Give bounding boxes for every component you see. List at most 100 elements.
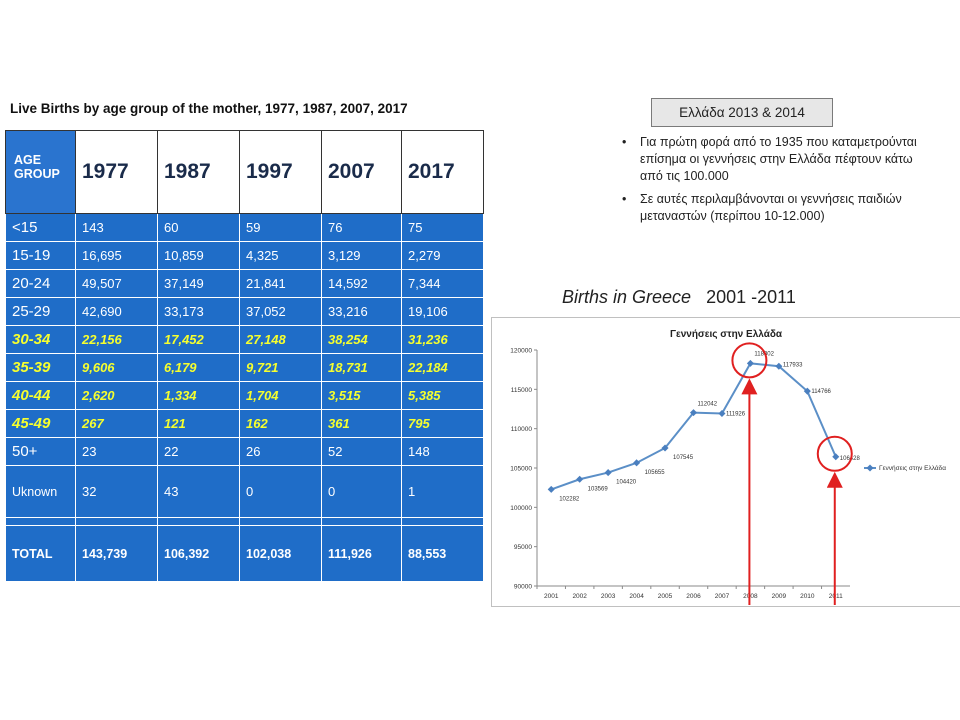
data-point xyxy=(576,475,584,483)
age-group-cell: Uknown xyxy=(5,465,76,518)
age-group-cell: TOTAL xyxy=(5,525,76,582)
greece-year-box: Ελλάδα 2013 & 2014 xyxy=(651,98,833,127)
value-cell: 1,334 xyxy=(157,381,240,410)
age-group-cell: 20-24 xyxy=(5,269,76,298)
y-tick-label: 100000 xyxy=(510,505,532,512)
table-row: Uknown 32 43 0 0 1 xyxy=(5,465,484,518)
value-cell: 33,173 xyxy=(157,297,240,326)
value-cell: 49,507 xyxy=(75,269,158,298)
highlight-circle xyxy=(816,435,853,472)
value-cell: 143,739 xyxy=(75,525,158,582)
x-tick-label: 2006 xyxy=(686,593,701,600)
value-cell: 76 xyxy=(321,213,402,242)
table-total-row: TOTAL 143,739 106,392 102,038 111,926 88,553 xyxy=(5,525,484,582)
value-cell: 75 xyxy=(401,213,484,242)
data-label: 104420 xyxy=(616,480,637,486)
notes-list: • Για πρώτη φορά από το 1935 που καταμετρ… xyxy=(620,134,920,231)
y-tick-label: 95000 xyxy=(514,544,532,551)
table-spacer-row xyxy=(5,517,484,526)
data-label: 111926 xyxy=(726,412,746,418)
data-point xyxy=(661,444,669,452)
x-tick-label: 2007 xyxy=(715,593,730,600)
year-header-1997: 1997 xyxy=(239,130,322,214)
value-cell: 5,385 xyxy=(401,381,484,410)
x-tick-label: 2009 xyxy=(772,593,787,600)
value-cell: 2,620 xyxy=(75,381,158,410)
year-header-2017: 2017 xyxy=(401,130,484,214)
age-group-cell: 15-19 xyxy=(5,241,76,270)
age-group-header-line1: AGE xyxy=(14,153,42,167)
value-cell: 18,731 xyxy=(321,353,402,382)
value-cell: 43 xyxy=(157,465,240,518)
age-group-cell: 35-39 xyxy=(5,353,76,382)
value-cell: 14,592 xyxy=(321,269,402,298)
value-cell: 10,859 xyxy=(157,241,240,270)
x-tick-label: 2003 xyxy=(601,593,616,600)
year-header-1977: 1977 xyxy=(75,130,158,214)
chart-heading-text: Births in Greece xyxy=(562,287,692,307)
table-header-row: AGE GROUP 1977 1987 1997 2007 2017 xyxy=(5,130,484,214)
y-tick-label: 90000 xyxy=(514,584,532,591)
table-row: <15 143 60 59 76 75 xyxy=(5,213,484,242)
table-row: 30-34 22,156 17,452 27,148 38,254 31,236 xyxy=(5,325,484,354)
value-cell: 19,106 xyxy=(401,297,484,326)
value-cell: 143 xyxy=(75,213,158,242)
bullet-icon: • xyxy=(622,192,627,206)
value-cell: 22,184 xyxy=(401,353,484,382)
x-tick-label: 2011 xyxy=(829,593,843,600)
value-cell: 31,236 xyxy=(401,325,484,354)
births-chart-svg: Γεννήσεις στην Ελλάδα 90000 95000 100000 105… xyxy=(510,329,946,600)
value-cell: 1 xyxy=(401,465,484,518)
value-cell: 102,038 xyxy=(239,525,322,582)
table-body: <15 143 60 59 76 75 15-19 16,695 10,859 4,325 3,12… xyxy=(5,213,484,582)
age-group-header: AGE GROUP xyxy=(5,130,76,214)
data-point xyxy=(689,409,698,417)
x-tick-label: 2001 xyxy=(544,593,559,600)
table-row: 20-24 49,507 37,149 21,841 14,592 7,344 xyxy=(5,269,484,298)
data-point xyxy=(775,362,783,370)
highlight-circle xyxy=(731,342,768,379)
data-label: 114766 xyxy=(811,389,831,395)
value-cell: 1,704 xyxy=(239,381,322,410)
value-cell: 121 xyxy=(157,409,240,438)
value-cell: 0 xyxy=(321,465,402,518)
chart-title: Γεννήσεις στην Ελλάδα xyxy=(670,329,783,340)
legend-label: Γεννήσεις στην Ελλάδα xyxy=(879,464,946,472)
data-label: 117933 xyxy=(783,362,803,368)
value-cell: 37,149 xyxy=(157,269,240,298)
note-text: Σε αυτές περιλαμβάνονται οι γεννήσεις πα… xyxy=(640,192,902,223)
value-cell: 33,216 xyxy=(321,297,402,326)
y-tick-label: 105000 xyxy=(510,466,532,473)
x-tick-label: 2010 xyxy=(800,593,815,600)
x-tick-label: 2008 xyxy=(743,593,758,600)
chart-heading-years: 2001 -2011 xyxy=(706,287,796,307)
value-cell: 22,156 xyxy=(75,325,158,354)
x-tick-label: 2004 xyxy=(629,593,644,600)
data-label: 112042 xyxy=(698,402,718,408)
chart-heading: Births in Greece 2001 -2011 xyxy=(562,287,796,308)
value-cell: 9,721 xyxy=(239,353,322,382)
value-cell: 106,392 xyxy=(157,525,240,582)
y-tick-label: 120000 xyxy=(510,348,532,355)
year-header-1987: 1987 xyxy=(157,130,240,214)
value-cell: 37,052 xyxy=(239,297,322,326)
table-row: 40-44 2,620 1,334 1,704 3,515 5,385 xyxy=(5,381,484,410)
value-cell: 2,279 xyxy=(401,241,484,270)
births-table: AGE GROUP 1977 1987 1997 2007 2017 <15 143… xyxy=(5,130,484,582)
x-tick-label: 2002 xyxy=(572,593,587,600)
x-tick-label: 2005 xyxy=(658,593,673,600)
note-item: • Για πρώτη φορά από το 1935 που καταμετρ… xyxy=(620,134,920,185)
table-title: Live Births by age group of the mother, … xyxy=(10,101,408,116)
value-cell: 52 xyxy=(321,437,402,466)
legend-swatch-marker xyxy=(866,464,874,472)
note-item: • Σε αυτές περιλαμβάνονται οι γεννήσεις π… xyxy=(620,191,920,225)
note-text: Για πρώτη φορά από το 1935 που καταμετρο… xyxy=(640,135,917,183)
data-label: 105655 xyxy=(645,470,666,476)
data-label: 103569 xyxy=(588,486,609,492)
table-row: 25-29 42,690 33,173 37,052 33,216 19,106 xyxy=(5,297,484,326)
y-tick-label: 110000 xyxy=(511,426,533,433)
table-row: 50+ 23 22 26 52 148 xyxy=(5,437,484,466)
value-cell: 38,254 xyxy=(321,325,402,354)
y-tick-label: 115000 xyxy=(511,387,533,394)
